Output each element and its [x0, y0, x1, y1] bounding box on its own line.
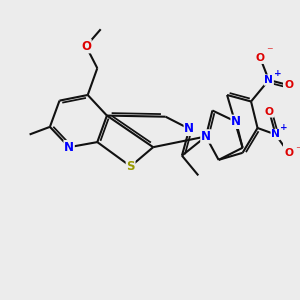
Text: N: N [184, 122, 194, 135]
Text: N: N [264, 75, 273, 85]
Text: ⁻: ⁻ [295, 144, 300, 157]
Text: O: O [265, 107, 274, 117]
Text: S: S [126, 160, 135, 173]
Text: +: + [274, 69, 281, 78]
Text: O: O [284, 80, 293, 90]
Text: O: O [81, 40, 91, 53]
Text: ⁻: ⁻ [267, 46, 273, 59]
Text: N: N [231, 115, 241, 128]
Text: N: N [271, 130, 280, 140]
Text: O: O [256, 53, 265, 63]
Text: N: N [201, 130, 211, 143]
Text: N: N [64, 141, 74, 154]
Text: +: + [280, 123, 288, 132]
Text: O: O [284, 148, 293, 158]
